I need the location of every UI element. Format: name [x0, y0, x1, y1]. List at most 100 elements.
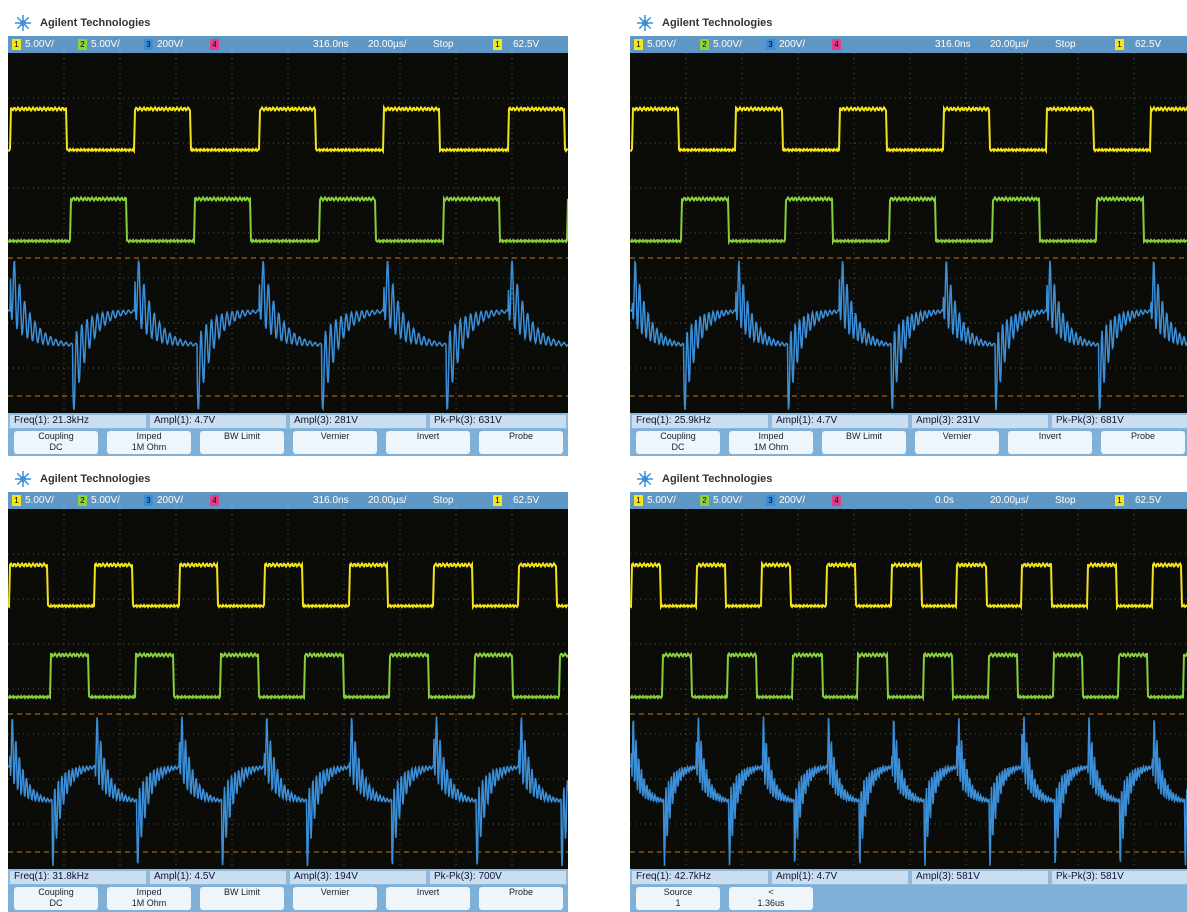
channel-number: 3	[766, 39, 775, 50]
softkey[interactable]: Invert	[386, 431, 470, 454]
timebase: 20.00µs/	[990, 39, 1029, 50]
softkey[interactable]: Probe	[479, 887, 563, 910]
run-state: Stop	[433, 39, 454, 50]
timebase: 20.00µs/	[368, 495, 407, 506]
softkey[interactable]: Vernier	[293, 887, 377, 910]
softkey-label: Imped	[107, 887, 191, 898]
softkey-label: Probe	[479, 887, 563, 898]
measurement: Pk-Pk(3): 700V	[430, 871, 566, 884]
softkey[interactable]: Invert	[386, 887, 470, 910]
measurement: Freq(1): 31.8kHz	[10, 871, 146, 884]
softkey-label: Invert	[1008, 431, 1092, 442]
softkey-value: 1M Ohm	[107, 442, 191, 453]
softkey[interactable]: BW Limit	[200, 887, 284, 910]
status-bar: 15.00V/25.00V/3200V/40.0s20.00µs/Stop162…	[630, 492, 1187, 509]
channel-number: 4	[832, 495, 841, 506]
run-state: Stop	[1055, 495, 1076, 506]
softkey-label: Source	[636, 887, 720, 898]
channel-number: 4	[832, 39, 841, 50]
channel-number: 2	[78, 495, 87, 506]
measurement: Freq(1): 42.7kHz	[632, 871, 768, 884]
channel-scale: 200V/	[157, 39, 183, 50]
scope-screen	[630, 509, 1187, 869]
measurement: Freq(1): 21.3kHz	[10, 415, 146, 428]
trigger-level: 62.5V	[1135, 495, 1161, 506]
softkey[interactable]: Probe	[479, 431, 563, 454]
trigger-channel: 1	[1115, 495, 1124, 506]
measurements: Freq(1): 21.3kHzAmpl(1): 4.7VAmpl(3): 28…	[8, 413, 568, 429]
softkey-label: Probe	[479, 431, 563, 442]
channel-number: 3	[766, 495, 775, 506]
channel-scale: 5.00V/	[91, 39, 120, 50]
softkey-value: 1M Ohm	[107, 898, 191, 909]
softkey[interactable]: <1.36us	[729, 887, 813, 910]
softkey-label: BW Limit	[200, 887, 284, 898]
softkey-label: Vernier	[293, 887, 377, 898]
scope-screen	[630, 53, 1187, 413]
header: Agilent Technologies	[630, 466, 1187, 492]
softkey-label: Vernier	[915, 431, 999, 442]
softkey-label: Invert	[386, 887, 470, 898]
softkey[interactable]: BW Limit	[200, 431, 284, 454]
channel-scale: 5.00V/	[25, 495, 54, 506]
logo-dot	[20, 20, 26, 26]
brand: Agilent Technologies	[40, 17, 150, 29]
status-bar: 1 5.00V/2 5.00V/3 200V/4 316.0ns 20.00µs/Stop…	[8, 492, 568, 509]
channel-scale: 5.00V/	[647, 495, 676, 506]
softkey[interactable]: Vernier	[915, 431, 999, 454]
softkey-label: Imped	[107, 431, 191, 442]
softkey-label: Coupling	[14, 887, 98, 898]
run-state: Stop	[433, 495, 454, 506]
trigger-channel: 1	[493, 39, 502, 50]
measurement: Ampl(1): 4.5V	[150, 871, 286, 884]
softkey-label: BW Limit	[200, 431, 284, 442]
channel-scale: 5.00V/	[713, 39, 742, 50]
scope-screen	[8, 509, 568, 869]
logo	[636, 470, 654, 488]
delay: 0.0s	[935, 495, 954, 506]
channel-number: 2	[700, 39, 709, 50]
channel-scale: 200V/	[157, 495, 183, 506]
softkey-label: <	[729, 887, 813, 898]
header: Agilent Technologies	[8, 466, 568, 492]
channel-number: 3	[144, 495, 153, 506]
trigger-channel: 1	[493, 495, 502, 506]
channel-number: 2	[78, 39, 87, 50]
trigger-level: 62.5V	[513, 495, 539, 506]
channel-scale: 5.00V/	[91, 495, 120, 506]
brand: Agilent Technologies	[40, 473, 150, 485]
header: Agilent Technologies	[8, 10, 568, 36]
softkeys: Source1 <1.36us	[630, 885, 1187, 912]
measurement: Pk-Pk(3): 581V	[1052, 871, 1187, 884]
channel-number: 1	[634, 495, 643, 506]
channel-scale: 5.00V/	[647, 39, 676, 50]
softkey[interactable]: Probe	[1101, 431, 1185, 454]
delay: 316.0ns	[313, 495, 349, 506]
softkey-value: 1.36us	[729, 898, 813, 909]
trigger-channel: 1	[1115, 39, 1124, 50]
channel-scale: 200V/	[779, 39, 805, 50]
softkey-value: 1	[636, 898, 720, 909]
measurement: Ampl(3): 581V	[912, 871, 1048, 884]
softkey[interactable]: Invert	[1008, 431, 1092, 454]
header: Agilent Technologies	[630, 10, 1187, 36]
trigger-level: 62.5V	[513, 39, 539, 50]
softkey-value: 1M Ohm	[729, 442, 813, 453]
softkey[interactable]: BW Limit	[822, 431, 906, 454]
channel-number: 3	[144, 39, 153, 50]
softkey[interactable]: Vernier	[293, 431, 377, 454]
channel-number: 4	[210, 495, 219, 506]
softkey-label: Probe	[1101, 431, 1185, 442]
delay: 316.0ns	[935, 39, 971, 50]
